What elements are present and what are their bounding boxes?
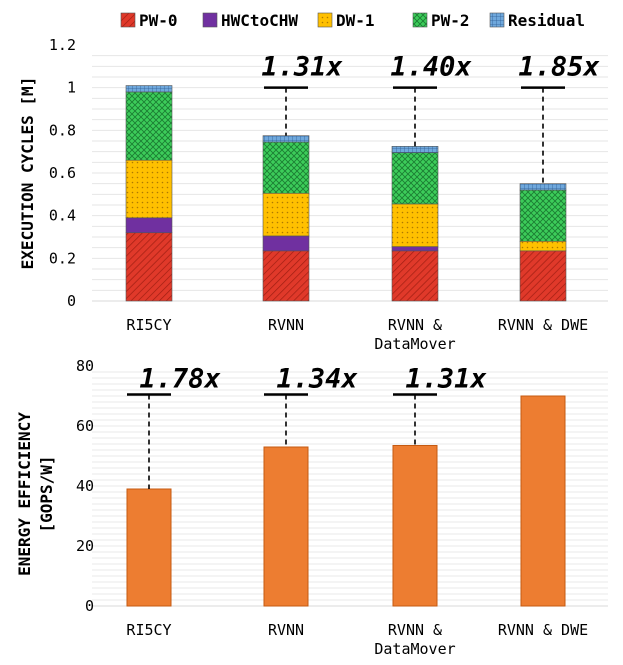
bar-segment-pw-2 [391,152,439,205]
bar [263,446,309,607]
y-axis-label: EXECUTION CYCLES [M] [18,77,37,270]
y-tick-label: 0 [85,597,94,615]
legend-label: PW-0 [139,11,178,30]
y-tick-label: 60 [76,417,94,435]
energy-efficiency-chart: 0 20 40 60 80 ENERGY EFFICIENCY [GOPS/W] 1.78x R… [15,357,608,658]
y-axis-label: [GOPS/W] [37,455,56,532]
x-tick-label: DataMover [374,335,455,353]
y-tick-label: 0.6 [49,164,76,182]
bar-segment-pw-0 [125,232,173,302]
bar-segment-pw-2 [262,141,310,194]
bar-segment-hwctochw [125,217,173,234]
x-tick-label: RVNN & DWE [498,316,588,334]
efficiency-annotation: 1.31x [405,364,487,395]
bar-segment-pw-2 [125,91,173,161]
x-tick-label: RVNN & [388,621,442,639]
legend-label: HWCtoCHW [221,11,298,30]
y-axis-label: ENERGY EFFICIENCY [15,412,34,576]
y-tick-label: 0.8 [49,121,76,139]
bar-segment-pw-0 [391,250,439,302]
bar-segment-residual [125,85,173,93]
y-tick-label: 0.4 [49,207,76,225]
bar-segment-hwctochw [262,235,310,252]
legend-swatch-pw-2 [412,12,428,28]
legend-swatch-pw-0 [120,12,136,28]
bar-segment-dw-1 [519,240,567,252]
y-tick-label: 0 [67,292,76,310]
bar-segment-dw-1 [125,159,173,219]
y-tick-label: 80 [76,357,94,375]
efficiency-annotation: 1.78x [139,364,221,395]
x-tick-label: RVNN [268,316,304,334]
speedup-annotation: 1.40x [390,52,472,83]
bar-segment-pw-0 [519,250,567,302]
y-tick-label: 1.2 [49,36,76,54]
x-tick-label: RI5CY [126,621,171,639]
legend-swatch-residual [489,12,505,28]
x-tick-label: RVNN & DWE [498,621,588,639]
y-tick-label: 1 [67,79,76,97]
bar-segment-hwctochw [391,246,439,252]
bar-segment-residual [262,135,310,143]
bar-segment-pw-2 [519,189,567,242]
legend-label: DW-1 [336,11,375,30]
bar [126,488,172,607]
legend-swatch-dw-1 [317,12,333,28]
bar [520,395,566,607]
legend-label: PW-2 [431,11,470,30]
bar-segment-dw-1 [391,203,439,247]
y-tick-label: 40 [76,477,94,495]
y-tick-label: 0.2 [49,249,76,267]
speedup-annotation: 1.85x [518,52,600,83]
execution-cycles-chart: 0 0.2 0.4 0.6 0.8 1 1.2 EXECUTION CYCLES [M] RI5… [18,11,608,353]
bar-segment-dw-1 [262,192,310,237]
legend-label: Residual [508,11,585,30]
efficiency-annotation: 1.34x [276,364,358,395]
x-tick-label: RI5CY [126,316,171,334]
y-tick-label: 20 [76,537,94,555]
speedup-annotation: 1.31x [261,52,343,83]
x-tick-label: RVNN & [388,316,442,334]
bar [392,445,438,607]
x-tick-label: RVNN [268,621,304,639]
x-tick-label: DataMover [374,640,455,658]
bar-segment-residual [519,183,567,191]
bar-segment-residual [391,146,439,154]
bar-segment-pw-0 [262,250,310,302]
legend-swatch-hwctochw [202,12,218,28]
